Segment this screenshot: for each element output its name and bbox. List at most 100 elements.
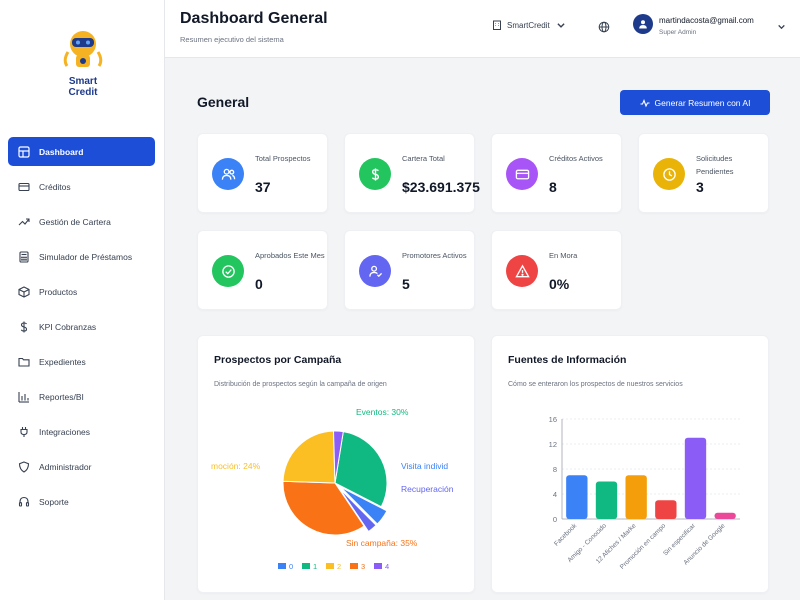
sidebar-item-label: Expedientes — [39, 356, 86, 367]
sidebar-item-administrador[interactable]: Administrador — [8, 452, 155, 481]
legend-label[interactable]: 1 — [313, 562, 317, 571]
ai-button-label: Generar Resumen con AI — [654, 97, 751, 108]
panel-subtitle: Distribución de prospectos según la camp… — [214, 381, 387, 388]
stat-card-en-mora: En Mora 0% — [491, 230, 622, 310]
sources-chart-panel: Fuentes de Información Cómo se enteraron… — [491, 335, 769, 593]
pie-slice-label: Recuperación — [401, 484, 454, 494]
legend-swatch — [302, 563, 310, 569]
bar[interactable] — [714, 512, 736, 519]
y-tick-label: 8 — [553, 465, 557, 474]
bar[interactable] — [625, 475, 647, 519]
folder-icon — [18, 357, 30, 367]
calculator-icon — [19, 250, 29, 263]
logo-text-smart: Smart — [69, 76, 98, 87]
sidebar-item-productos[interactable]: Productos — [8, 277, 155, 306]
sidebar-item-creditos[interactable]: Créditos — [8, 172, 155, 201]
stat-icon-bg — [506, 158, 538, 190]
sidebar-item-label: Créditos — [39, 181, 71, 192]
x-tick-label: Facebook — [553, 522, 579, 548]
stat-label: Créditos Activos — [549, 154, 603, 163]
activity-icon — [640, 98, 650, 107]
organization-selector[interactable]: SmartCredit — [492, 20, 571, 30]
stat-icon-bg — [653, 158, 685, 190]
building-icon — [493, 20, 501, 30]
chevron-down-icon — [557, 23, 565, 28]
pie-slice-label: Visita individ — [401, 461, 448, 471]
legend-swatch — [326, 563, 334, 569]
stat-card-promotores-activos: Promotores Activos 5 — [344, 230, 475, 310]
legend-label[interactable]: 4 — [385, 562, 389, 571]
pie-slice — [282, 480, 365, 536]
stat-value: 3 — [696, 179, 704, 195]
trend-icon — [18, 217, 30, 225]
section-title: General — [197, 94, 250, 110]
sidebar-item-soporte[interactable]: Soporte — [8, 487, 155, 516]
stat-label: Total Prospectos — [255, 154, 311, 163]
sidebar-item-simulador[interactable]: Simulador de Préstamos — [8, 242, 155, 271]
stat-label: Aprobados Este Mes — [255, 251, 325, 260]
bar[interactable] — [566, 475, 588, 519]
sidebar-nav: Dashboard Créditos Gestión de Cartera Si… — [8, 137, 155, 522]
y-tick-label: 12 — [549, 440, 557, 449]
sidebar-item-label: Gestión de Cartera — [39, 216, 111, 227]
stat-icon-bg — [359, 255, 391, 287]
legend-swatch — [278, 563, 286, 569]
sidebar: Smart Credit Dashboard Créditos Gestión … — [0, 0, 165, 600]
bar[interactable] — [684, 437, 707, 519]
stat-icon-bg — [506, 255, 538, 287]
y-tick-label: 4 — [553, 490, 557, 499]
sidebar-item-label: Reportes/BI — [39, 391, 84, 402]
sidebar-item-integraciones[interactable]: Integraciones — [8, 417, 155, 446]
user-email: martindacosta@gmail.com — [659, 16, 754, 25]
pie-slice — [340, 486, 388, 525]
pie-slice-label: moción: 24% — [211, 461, 261, 471]
bar[interactable] — [655, 500, 677, 519]
page-subtitle: Resumen ejecutivo del sistema — [180, 35, 284, 44]
stat-value: 0 — [255, 276, 263, 292]
grid-icon — [18, 145, 30, 158]
plug-icon — [20, 426, 28, 437]
sidebar-item-label: KPI Cobranzas — [39, 321, 97, 332]
top-header: Dashboard General Resumen ejecutivo del … — [165, 0, 800, 58]
stat-icon-bg — [212, 255, 244, 287]
shield-icon — [18, 460, 30, 473]
sidebar-item-kpi-cobranzas[interactable]: KPI Cobranzas — [8, 312, 155, 341]
pie-slice — [333, 430, 344, 484]
stat-card-aprobados-mes: Aprobados Este Mes 0 — [197, 230, 328, 310]
stat-card-cartera-total: Cartera Total $23.691.375 — [344, 133, 480, 213]
generate-ai-summary-button[interactable]: Generar Resumen con AI — [620, 90, 770, 115]
chevron-down-icon[interactable] — [777, 22, 786, 31]
sidebar-item-reportes[interactable]: Reportes/BI — [8, 382, 155, 411]
user-check-icon — [368, 265, 382, 277]
panel-subtitle: Cómo se enteraron los prospectos de nues… — [508, 381, 683, 388]
stat-value: 8 — [549, 179, 557, 195]
pie-slice — [334, 431, 388, 508]
legend-label[interactable]: 0 — [289, 562, 293, 571]
stat-value: 0% — [549, 276, 570, 292]
users-icon — [221, 168, 235, 180]
legend-label[interactable]: 3 — [361, 562, 365, 571]
dollar-icon — [371, 167, 379, 181]
pie-slice-label: Sin campaña: 35% — [346, 538, 418, 548]
avatar[interactable] — [633, 14, 653, 34]
stat-label: Solicitudes Pendientes — [696, 154, 734, 176]
legend-label[interactable]: 2 — [337, 562, 341, 571]
stat-label: Promotores Activos — [402, 251, 467, 260]
sidebar-item-dashboard[interactable]: Dashboard — [8, 137, 155, 166]
sidebar-item-expedientes[interactable]: Expedientes — [8, 347, 155, 376]
sidebar-item-gestion-cartera[interactable]: Gestión de Cartera — [8, 207, 155, 236]
sidebar-item-label: Simulador de Préstamos — [39, 251, 133, 262]
stat-icon-bg — [359, 158, 391, 190]
logo-text-credit: Credit — [69, 87, 99, 98]
box-icon — [18, 285, 30, 298]
pie-slice — [339, 488, 377, 533]
stat-value: $23.691.375 — [402, 179, 480, 195]
campaign-chart-panel: Prospectos por Campaña Distribución de p… — [197, 335, 475, 593]
stat-card-creditos-activos: Créditos Activos 8 — [491, 133, 622, 213]
sidebar-item-label: Soporte — [39, 496, 69, 507]
sidebar-item-label: Integraciones — [39, 426, 91, 437]
bar[interactable] — [595, 481, 618, 520]
sidebar-item-label: Administrador — [39, 461, 92, 472]
globe-icon[interactable] — [598, 21, 610, 33]
